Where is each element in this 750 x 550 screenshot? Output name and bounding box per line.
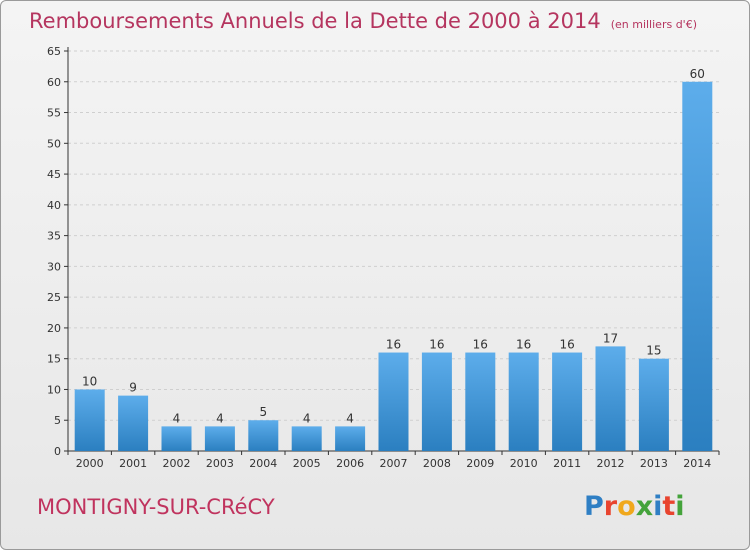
- data-labels: 10 9 4 4 5 4 4 16 16 16 16 16 17 15 60: [82, 67, 705, 426]
- bars: [74, 81, 713, 452]
- data-label: 4: [303, 411, 311, 425]
- data-label: 15: [646, 344, 661, 358]
- x-tick-label: 2014: [683, 457, 711, 470]
- y-tick-label: 65: [47, 45, 61, 58]
- y-tick-label: 60: [47, 76, 61, 89]
- logo-letter: r: [603, 491, 618, 522]
- y-tick-label: 45: [47, 168, 61, 181]
- x-tick-label: 2011: [553, 457, 581, 470]
- data-label: 4: [216, 411, 224, 425]
- bar: [335, 426, 366, 451]
- y-tick-label: 20: [47, 322, 61, 335]
- logo-letter: o: [617, 491, 636, 522]
- x-tick-label: 2008: [423, 457, 451, 470]
- x-tick-label: 2010: [510, 457, 538, 470]
- logo-letter: x: [635, 491, 654, 522]
- x-tick-label: 2000: [76, 457, 104, 470]
- bar: [508, 352, 539, 451]
- y-tick-label: 40: [47, 199, 61, 212]
- x-tick-label: 2009: [466, 457, 494, 470]
- data-label: 10: [82, 374, 97, 388]
- data-label: 16: [429, 338, 444, 352]
- bar: [552, 352, 583, 451]
- bar: [465, 352, 496, 451]
- y-tick-label: 25: [47, 291, 61, 304]
- data-label: 4: [173, 411, 181, 425]
- proxiti-logo[interactable]: Proxiti: [584, 491, 685, 522]
- x-tick-label: 2007: [380, 457, 408, 470]
- data-label: 60: [690, 67, 705, 81]
- bar: [378, 352, 409, 451]
- x-tick-label: 2001: [119, 457, 147, 470]
- bar: [161, 426, 192, 451]
- data-label: 16: [473, 338, 488, 352]
- logo-letter: i: [653, 491, 663, 522]
- logo-letter: P: [584, 491, 604, 522]
- y-tick-label: 30: [47, 260, 61, 273]
- x-tick-label: 2006: [336, 457, 364, 470]
- x-tick-label: 2004: [249, 457, 277, 470]
- data-label: 4: [346, 411, 354, 425]
- x-tick-label: 2005: [293, 457, 321, 470]
- chart-subtitle: (en milliers d'€): [610, 18, 697, 31]
- bar: [74, 389, 105, 451]
- x-tick-label: 2012: [597, 457, 625, 470]
- data-label: 16: [559, 338, 574, 352]
- bar: [595, 346, 626, 451]
- logo-letter: i: [675, 491, 685, 522]
- bar: [248, 420, 279, 451]
- bar: [421, 352, 452, 451]
- commune-name: MONTIGNY-SUR-CRéCY: [37, 495, 275, 519]
- bar: [682, 81, 713, 452]
- bar: [118, 395, 149, 451]
- bar: [291, 426, 322, 451]
- y-tick-label: 5: [54, 414, 61, 427]
- data-label: 5: [259, 405, 267, 419]
- data-label: 9: [129, 381, 137, 395]
- y-tick-label: 15: [47, 353, 61, 366]
- y-tick-label: 0: [54, 445, 61, 458]
- x-tick-label: 2013: [640, 457, 668, 470]
- chart-title-text: Remboursements Annuels de la Dette de 20…: [29, 9, 601, 33]
- data-label: 16: [516, 338, 531, 352]
- bar: [204, 426, 235, 451]
- x-tick-label: 2002: [163, 457, 191, 470]
- y-tick-label: 10: [47, 383, 61, 396]
- data-label: 17: [603, 331, 618, 345]
- bar: [638, 358, 669, 451]
- y-tick-label: 35: [47, 230, 61, 243]
- y-tick-label: 50: [47, 137, 61, 150]
- chart-title: Remboursements Annuels de la Dette de 20…: [29, 9, 697, 33]
- y-tick-label: 55: [47, 107, 61, 120]
- logo-letter: t: [662, 491, 676, 522]
- data-label: 16: [386, 338, 401, 352]
- x-tick-label: 2003: [206, 457, 234, 470]
